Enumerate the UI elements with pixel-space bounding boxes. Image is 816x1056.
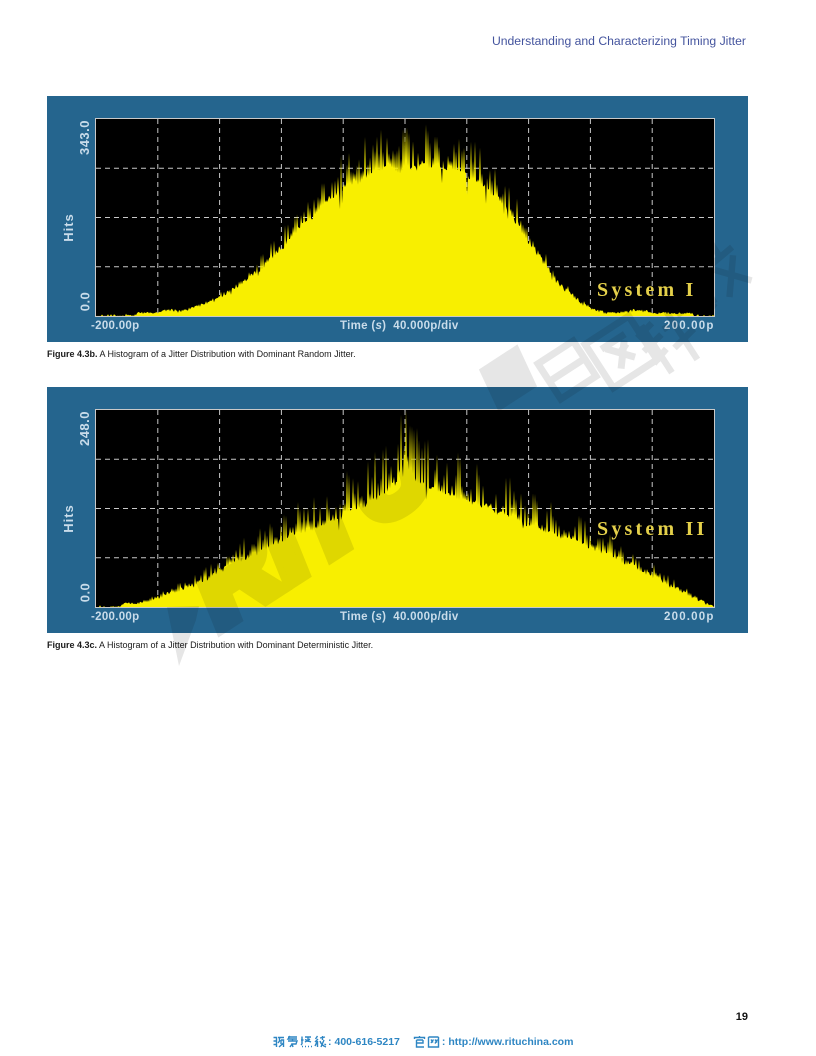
svg-text:System I: System I [597,279,697,301]
svg-text:RITU: RITU [166,401,455,649]
svg-text:System II: System II [597,518,707,540]
